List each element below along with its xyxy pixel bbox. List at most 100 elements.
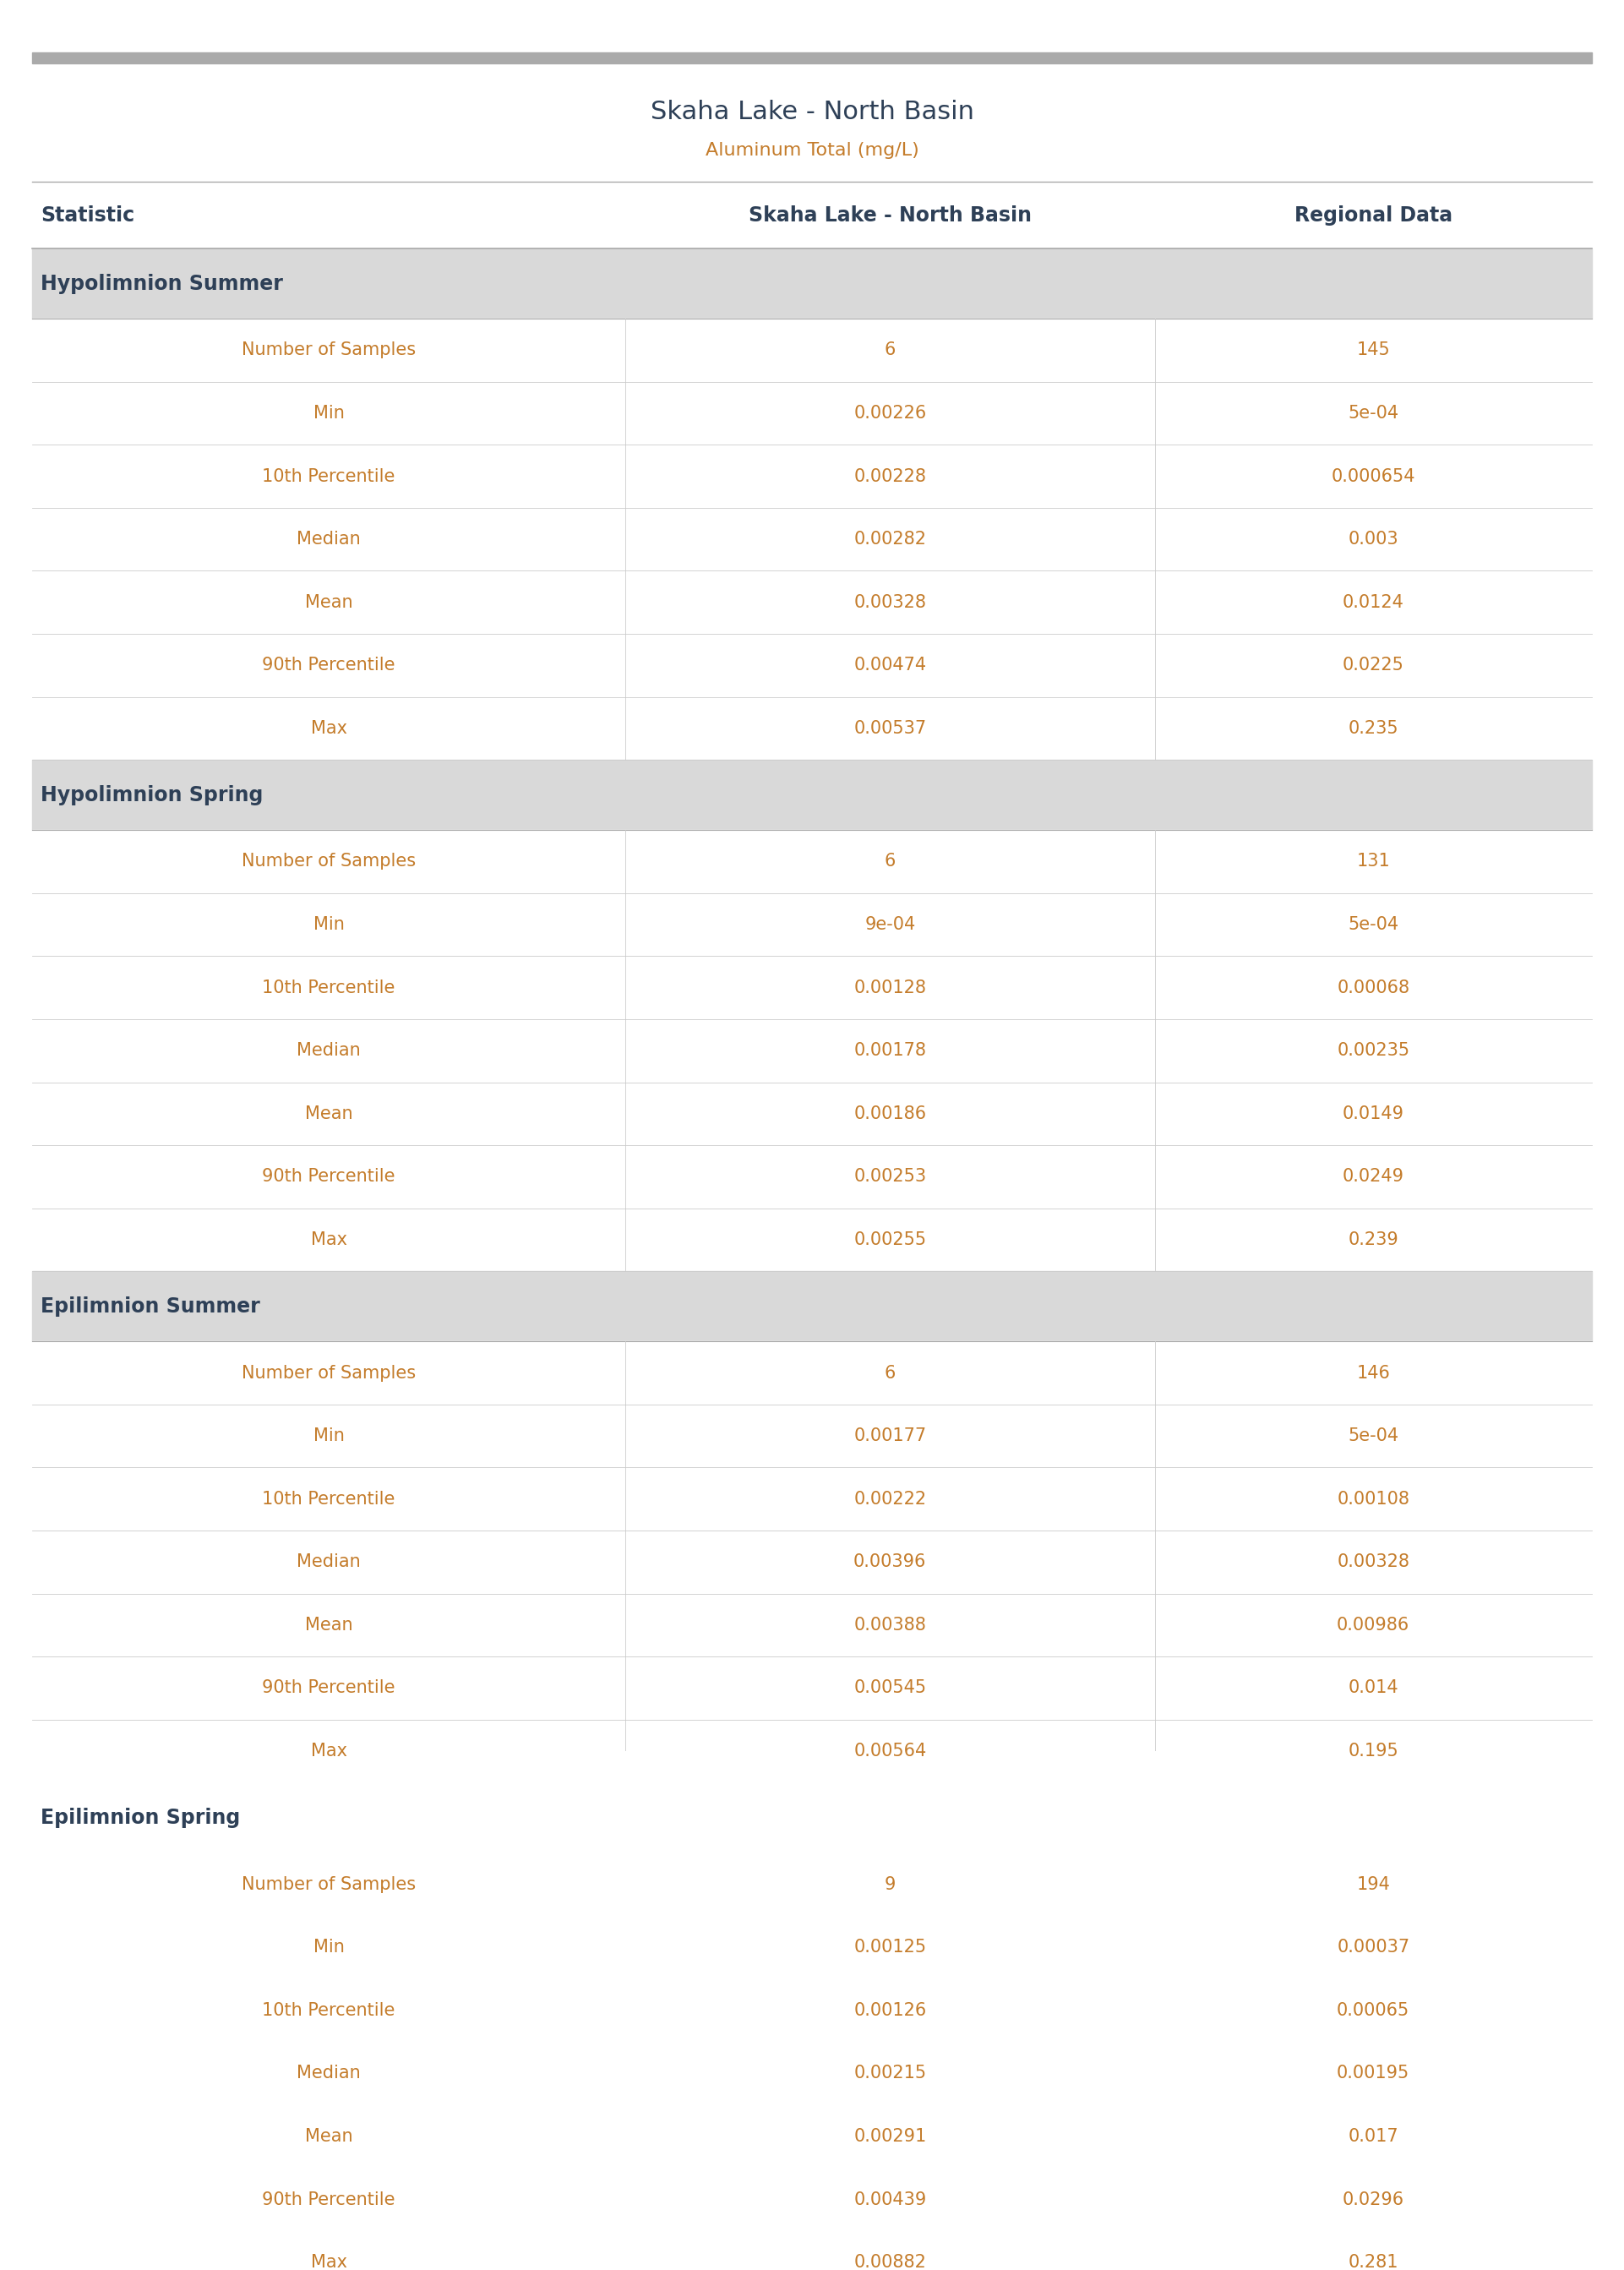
Bar [32,1146,1592,1208]
Text: 5e-04: 5e-04 [1348,1428,1398,1444]
Bar [32,1657,1592,1721]
Text: Max: Max [310,1230,348,1249]
Text: 131: 131 [1356,854,1390,869]
Bar [32,831,1592,892]
Text: 0.00235: 0.00235 [1337,1042,1410,1060]
Text: 0.00564: 0.00564 [854,1743,926,1759]
Text: 0.014: 0.014 [1348,1680,1398,1696]
Text: 0.00537: 0.00537 [854,720,926,738]
Text: 0.195: 0.195 [1348,1743,1398,1759]
Text: 9: 9 [885,1875,895,1893]
Text: 0.00474: 0.00474 [854,656,926,674]
Text: 0.00186: 0.00186 [854,1105,926,1121]
Bar [32,1916,1592,1979]
Bar [32,1594,1592,1657]
Text: 0.00128: 0.00128 [854,978,926,997]
Text: Min: Min [313,1428,344,1444]
Bar [32,52,1592,64]
Text: 0.00388: 0.00388 [854,1616,926,1634]
Text: 90th Percentile: 90th Percentile [261,2191,395,2209]
Text: 0.00178: 0.00178 [854,1042,926,1060]
Text: Hypolimnion Summer: Hypolimnion Summer [41,275,283,293]
Bar [32,570,1592,633]
Text: Max: Max [310,720,348,738]
Text: 0.000654: 0.000654 [1332,468,1415,486]
Text: 0.0225: 0.0225 [1343,656,1405,674]
Text: 0.00068: 0.00068 [1337,978,1410,997]
Text: 0.00545: 0.00545 [854,1680,926,1696]
Text: 10th Percentile: 10th Percentile [261,468,395,486]
Text: 0.281: 0.281 [1348,2254,1398,2270]
Text: 0.00222: 0.00222 [854,1491,926,1507]
Bar [32,250,1592,318]
Bar [32,1405,1592,1466]
Text: Statistic: Statistic [41,204,135,225]
Text: Epilimnion Summer: Epilimnion Summer [41,1296,260,1317]
Bar [32,892,1592,956]
Text: 0.0296: 0.0296 [1343,2191,1405,2209]
Text: Number of Samples: Number of Samples [242,854,416,869]
Text: 6: 6 [885,854,895,869]
Text: 10th Percentile: 10th Percentile [261,1491,395,1507]
Bar [32,2104,1592,2168]
Bar [32,445,1592,508]
Bar [32,1208,1592,1271]
Text: Min: Min [313,404,344,422]
Bar [32,1782,1592,1852]
Text: 0.00255: 0.00255 [854,1230,926,1249]
Bar [32,318,1592,381]
Bar [32,1721,1592,1782]
Text: Number of Samples: Number of Samples [242,1364,416,1382]
Text: Min: Min [313,917,344,933]
Text: 0.00177: 0.00177 [854,1428,926,1444]
Text: 0.00328: 0.00328 [854,595,926,611]
Bar [32,1979,1592,2041]
Bar [32,1852,1592,1916]
Text: 90th Percentile: 90th Percentile [261,656,395,674]
Bar [32,760,1592,831]
Text: 0.00882: 0.00882 [854,2254,926,2270]
Text: 0.00108: 0.00108 [1337,1491,1410,1507]
Bar [32,1019,1592,1083]
Bar [32,633,1592,697]
Text: Mean: Mean [305,1616,352,1634]
Text: 0.239: 0.239 [1348,1230,1398,1249]
Bar [32,1530,1592,1594]
Bar [32,2041,1592,2104]
Text: 194: 194 [1356,1875,1390,1893]
Text: 0.00328: 0.00328 [1337,1553,1410,1571]
Text: 5e-04: 5e-04 [1348,917,1398,933]
Bar [32,697,1592,760]
Text: 0.00037: 0.00037 [1337,1939,1410,1957]
Text: Hypolimnion Spring: Hypolimnion Spring [41,785,263,806]
Text: 10th Percentile: 10th Percentile [261,978,395,997]
Text: 6: 6 [885,1364,895,1382]
Bar [32,1342,1592,1405]
Text: Number of Samples: Number of Samples [242,1875,416,1893]
Text: Min: Min [313,1939,344,1957]
Text: Epilimnion Spring: Epilimnion Spring [41,1807,240,1827]
Text: 0.00228: 0.00228 [854,468,926,486]
Text: 0.0249: 0.0249 [1343,1169,1405,1185]
Text: Max: Max [310,2254,348,2270]
Text: 146: 146 [1356,1364,1390,1382]
Text: Mean: Mean [305,1105,352,1121]
Bar [32,1083,1592,1146]
Bar [32,381,1592,445]
Text: 0.00215: 0.00215 [854,2066,926,2082]
Text: Aluminum Total (mg/L): Aluminum Total (mg/L) [705,143,919,159]
Text: 90th Percentile: 90th Percentile [261,1169,395,1185]
Text: Max: Max [310,1743,348,1759]
Text: 6: 6 [885,343,895,359]
Text: Median: Median [297,2066,361,2082]
Text: 9e-04: 9e-04 [864,917,916,933]
Text: 0.003: 0.003 [1348,531,1398,547]
Bar [32,2168,1592,2231]
Text: 0.00986: 0.00986 [1337,1616,1410,1634]
Bar [32,508,1592,570]
Text: 0.00253: 0.00253 [854,1169,926,1185]
Text: 0.0124: 0.0124 [1343,595,1405,611]
Bar [32,1271,1592,1342]
Text: Median: Median [297,531,361,547]
Text: 0.00126: 0.00126 [854,2002,926,2018]
